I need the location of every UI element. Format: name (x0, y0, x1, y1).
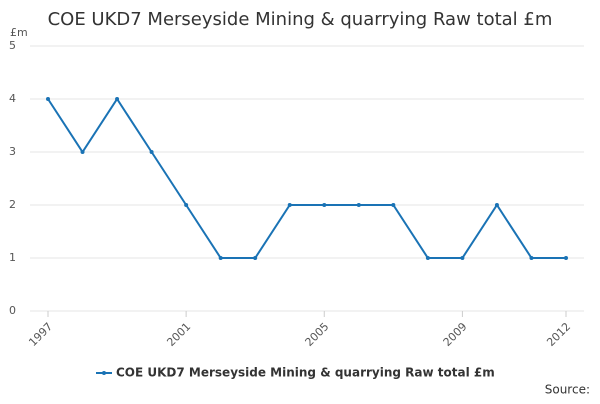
chart-title: COE UKD7 Merseyside Mining & quarrying R… (48, 9, 553, 30)
y-axis-label: £m (10, 26, 28, 39)
point (564, 256, 568, 260)
point (46, 97, 50, 101)
point (322, 203, 327, 207)
point (460, 256, 465, 260)
point (287, 203, 292, 207)
point (391, 203, 396, 207)
series-line (47, 97, 566, 259)
x-tick-label: 2012 (544, 320, 573, 349)
point (80, 150, 85, 154)
point (115, 97, 120, 101)
legend-label: COE UKD7 Merseyside Mining & quarrying R… (116, 366, 495, 380)
y-tick-label: 0 (9, 304, 16, 317)
y-tick-label: 2 (9, 198, 16, 211)
point (425, 256, 430, 260)
y-tick-label: 5 (9, 39, 16, 52)
legend-symbol-dot (102, 371, 106, 375)
x-tick-label: 2009 (441, 320, 470, 349)
x-tick-label: 2001 (164, 320, 193, 349)
source: Source: (545, 383, 590, 397)
point (356, 203, 361, 207)
point (494, 203, 499, 207)
point (253, 256, 258, 260)
x-tick-label: 2005 (303, 320, 332, 349)
y-tick-label: 1 (9, 251, 16, 264)
x-tick-label: 1997 (26, 320, 55, 349)
point (218, 256, 223, 260)
point (529, 256, 534, 260)
y-tick-label: 3 (9, 145, 16, 158)
y-tick-label: 4 (9, 92, 16, 105)
point (149, 150, 154, 154)
point (184, 203, 189, 207)
